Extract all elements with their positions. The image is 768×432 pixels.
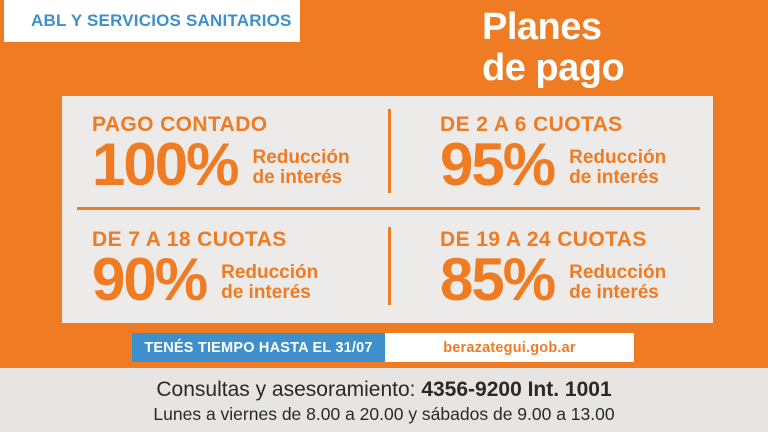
category-tag: ABL Y SERVICIOS SANITARIOS: [4, 0, 300, 42]
contact-phone: 4356-9200 Int. 1001: [421, 378, 612, 401]
plan-percent: 95%: [440, 131, 556, 198]
plan-percent: 90%: [92, 246, 208, 313]
plan-caption: Reducción de interés: [569, 148, 666, 188]
plan-caption-line-2: de interés: [569, 167, 659, 188]
plan-caption-line-1: Reducción: [569, 262, 667, 283]
plan-label: DE 7 A 18 CUOTAS: [92, 228, 287, 251]
website-segment: berazategui.gob.ar: [385, 333, 634, 362]
deadline-date-label: TENÉS TIEMPO HASTA EL 31/07: [144, 339, 373, 356]
plan-label: DE 19 A 24 CUOTAS: [440, 228, 647, 251]
plan-2-a-6-cuotas: DE 2 A 6 CUOTAS 95% Reducción de interés: [391, 96, 713, 208]
contact-line: Consultas y asesoramiento: 4356-9200 Int…: [0, 377, 768, 402]
plan-caption: Reducción de interés: [221, 263, 318, 303]
plan-caption: Reducción de interés: [569, 263, 666, 303]
plan-caption-line-1: Reducción: [221, 262, 319, 283]
plan-caption-line-1: Reducción: [252, 147, 350, 168]
plan-caption-line-2: de interés: [569, 282, 659, 303]
website-label: berazategui.gob.ar: [443, 339, 576, 356]
opening-hours: Lunes a viernes de 8.00 a 20.00 y sábado…: [153, 404, 615, 424]
deadline-bar: TENÉS TIEMPO HASTA EL 31/07 berazategui.…: [132, 333, 634, 362]
page-title-line-2: de pago: [482, 47, 625, 89]
vertical-divider-bottom: [388, 227, 391, 305]
plan-caption-line-2: de interés: [252, 167, 343, 188]
contact-prefix: Consultas y asesoramiento:: [156, 378, 422, 401]
plan-caption-line-2: de interés: [221, 282, 311, 303]
plan-7-a-18-cuotas: DE 7 A 18 CUOTAS 90% Reducción de interé…: [62, 211, 391, 323]
page-title: Planes de pago: [482, 6, 625, 89]
vertical-divider-top: [388, 109, 391, 193]
page-title-line-1: Planes: [482, 6, 602, 48]
plan-value-row: 85% Reducción de interés: [440, 246, 713, 313]
plans-panel: PAGO CONTADO 100% Reducción de interés D…: [62, 96, 713, 323]
plan-value-row: 100% Reducción de interés: [92, 131, 391, 198]
contact-footer: Consultas y asesoramiento: 4356-9200 Int…: [0, 368, 768, 432]
plan-value-row: 95% Reducción de interés: [440, 131, 713, 198]
deadline-date-segment: TENÉS TIEMPO HASTA EL 31/07: [132, 333, 385, 362]
plan-caption-line-1: Reducción: [569, 147, 667, 168]
plan-percent: 85%: [440, 246, 556, 313]
plan-percent: 100%: [92, 131, 239, 198]
plan-label: PAGO CONTADO: [92, 113, 268, 136]
plan-caption: Reducción de interés: [252, 148, 349, 188]
plan-label: DE 2 A 6 CUOTAS: [440, 113, 623, 136]
plan-value-row: 90% Reducción de interés: [92, 246, 391, 313]
plan-19-a-24-cuotas: DE 19 A 24 CUOTAS 85% Reducción de inter…: [391, 211, 713, 323]
horizontal-divider: [77, 207, 700, 210]
category-tag-label: ABL Y SERVICIOS SANITARIOS: [31, 11, 292, 30]
plan-pago-contado: PAGO CONTADO 100% Reducción de interés: [62, 96, 391, 208]
